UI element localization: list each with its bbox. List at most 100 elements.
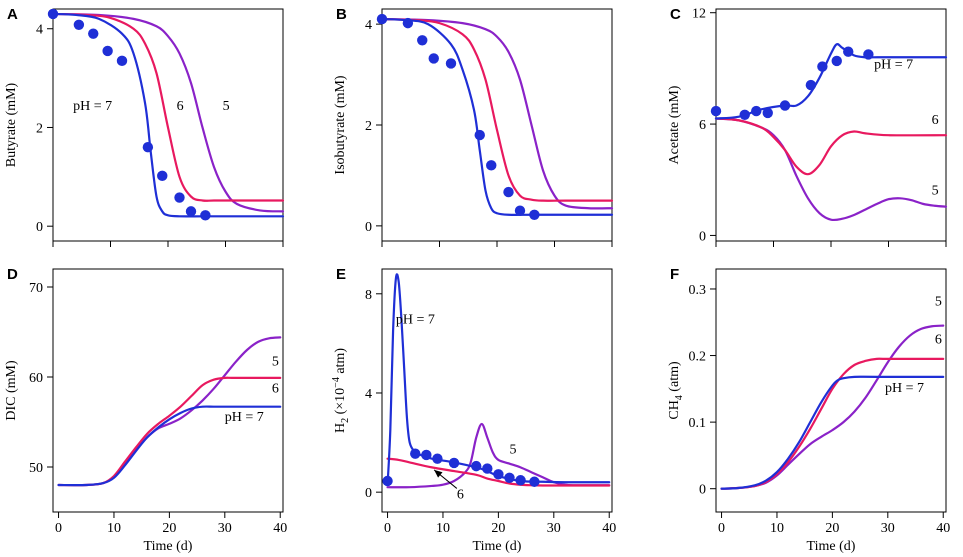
- y-tick-label: 12: [692, 7, 706, 22]
- series-line-ph6: [386, 457, 611, 487]
- series-annotation: 6: [457, 487, 464, 502]
- data-point: [428, 53, 439, 64]
- data-point: [503, 186, 514, 198]
- series-line-ph6: [714, 117, 948, 176]
- y-tick-label: 0: [36, 220, 43, 235]
- data-point: [739, 109, 750, 120]
- series-annotation: 6: [932, 113, 939, 128]
- data-point: [529, 209, 540, 220]
- data-point: [817, 61, 828, 72]
- y-tick-label: 2: [36, 121, 43, 136]
- y-tick-label: 4: [365, 18, 372, 33]
- y-tick-label: 70: [29, 281, 43, 296]
- y-axis-label: Butyrate (mM): [4, 82, 19, 167]
- y-axis-label-part: 4: [674, 395, 685, 400]
- data-point: [185, 206, 197, 217]
- data-point: [514, 205, 526, 216]
- data-point: [863, 49, 874, 60]
- y-axis-label: CH4 (atm): [667, 361, 685, 420]
- x-tick-label: 20: [162, 521, 176, 536]
- y-tick-label: 60: [29, 371, 43, 386]
- y-axis-label: H2 (×10−4 atm): [331, 348, 351, 433]
- y-tick-label: 0.2: [689, 350, 707, 365]
- x-tick-label: 20: [491, 521, 505, 536]
- panel-label: F: [670, 266, 679, 283]
- series-line-ph7: [380, 17, 614, 216]
- annotation-arrow-head: [434, 469, 443, 478]
- axes-frame: [715, 268, 947, 513]
- data-point: [843, 46, 854, 57]
- data-point: [762, 107, 773, 119]
- data-point: [445, 58, 457, 69]
- y-tick-label: 0: [365, 220, 372, 235]
- series-line-ph7: [51, 12, 285, 218]
- data-point: [474, 129, 485, 141]
- series-annotation: pH = 7: [73, 99, 112, 114]
- data-point: [529, 476, 540, 487]
- x-tick-label: 30: [881, 521, 895, 536]
- y-axis-label-part: H: [333, 423, 348, 433]
- axes-frame: [52, 268, 284, 513]
- series-annotation: 6: [177, 99, 184, 114]
- data-point: [417, 35, 428, 46]
- y-tick-label: 4: [365, 387, 372, 402]
- x-axis-label: Time (d): [473, 539, 522, 554]
- x-axis-label: Time (d): [144, 539, 193, 554]
- series-annotation: pH = 7: [885, 381, 924, 396]
- series-line-ph6: [380, 17, 614, 202]
- series-annotation: 5: [932, 184, 939, 199]
- y-axis-label: Isobutyrate (mM): [333, 75, 348, 174]
- series-annotation: 5: [935, 295, 942, 310]
- series-line-ph7: [386, 273, 611, 486]
- y-axis-label-part: (×10: [333, 388, 348, 418]
- series-line-ph6: [51, 12, 285, 202]
- y-axis-label: Acetate (mM): [667, 85, 682, 164]
- data-point: [432, 453, 443, 464]
- data-point: [88, 28, 99, 39]
- series-annotation: pH = 7: [396, 313, 435, 328]
- x-tick-label: 40: [936, 521, 950, 536]
- x-tick-label: 40: [602, 521, 616, 536]
- series-annotation: 5: [272, 354, 279, 369]
- x-tick-label: 40: [273, 521, 287, 536]
- y-axis-label-part: −4: [331, 377, 342, 388]
- series-annotation: pH = 7: [225, 410, 264, 425]
- y-tick-label: 4: [36, 23, 43, 38]
- y-tick-label: 0.1: [689, 416, 707, 431]
- panel-label: A: [7, 6, 18, 23]
- series-line-ph7: [57, 405, 282, 487]
- series-annotation: 6: [272, 381, 279, 396]
- y-axis-label: DIC (mM): [4, 360, 19, 421]
- y-tick-label: 50: [29, 461, 43, 476]
- series-annotation: 5: [223, 99, 230, 114]
- x-tick-label: 10: [107, 521, 121, 536]
- x-tick-label: 30: [218, 521, 232, 536]
- y-tick-label: 0: [699, 483, 706, 498]
- panel-a: 0 2 4 A Butyrate (mM) pH = 7 6 5: [4, 6, 285, 247]
- panel-label: B: [336, 6, 347, 23]
- x-tick-label: 0: [55, 521, 62, 536]
- data-point: [376, 13, 388, 25]
- panel-d: 0 10 20 30 40 50 60 70 D DIC (mM) Time (d) 5 6 pH = 7: [4, 266, 287, 554]
- data-point: [382, 475, 393, 487]
- data-point: [515, 475, 526, 486]
- y-tick-label: 0: [699, 229, 706, 244]
- panel-e: 0 10 20 30 40 0 4 8 E H2 (×10−4 atm) Time (d) pH = …: [331, 266, 616, 554]
- series-line-ph6: [57, 376, 282, 487]
- x-tick-label: 10: [436, 521, 450, 536]
- axes-frame: [715, 8, 947, 242]
- data-point: [471, 460, 482, 472]
- y-axis-label-part: atm): [333, 348, 348, 377]
- x-tick-label: 0: [384, 521, 391, 536]
- panel-label: C: [670, 6, 681, 23]
- data-point: [200, 210, 211, 221]
- series-line-ph5: [380, 17, 614, 210]
- data-point: [157, 170, 168, 182]
- series-line-ph7: [714, 42, 948, 120]
- x-axis-label: Time (d): [807, 539, 856, 554]
- series-annotation: 5: [509, 443, 516, 458]
- x-tick-label: 20: [825, 521, 839, 536]
- y-tick-label: 2: [365, 119, 372, 134]
- data-point: [402, 17, 414, 29]
- data-point: [102, 45, 113, 57]
